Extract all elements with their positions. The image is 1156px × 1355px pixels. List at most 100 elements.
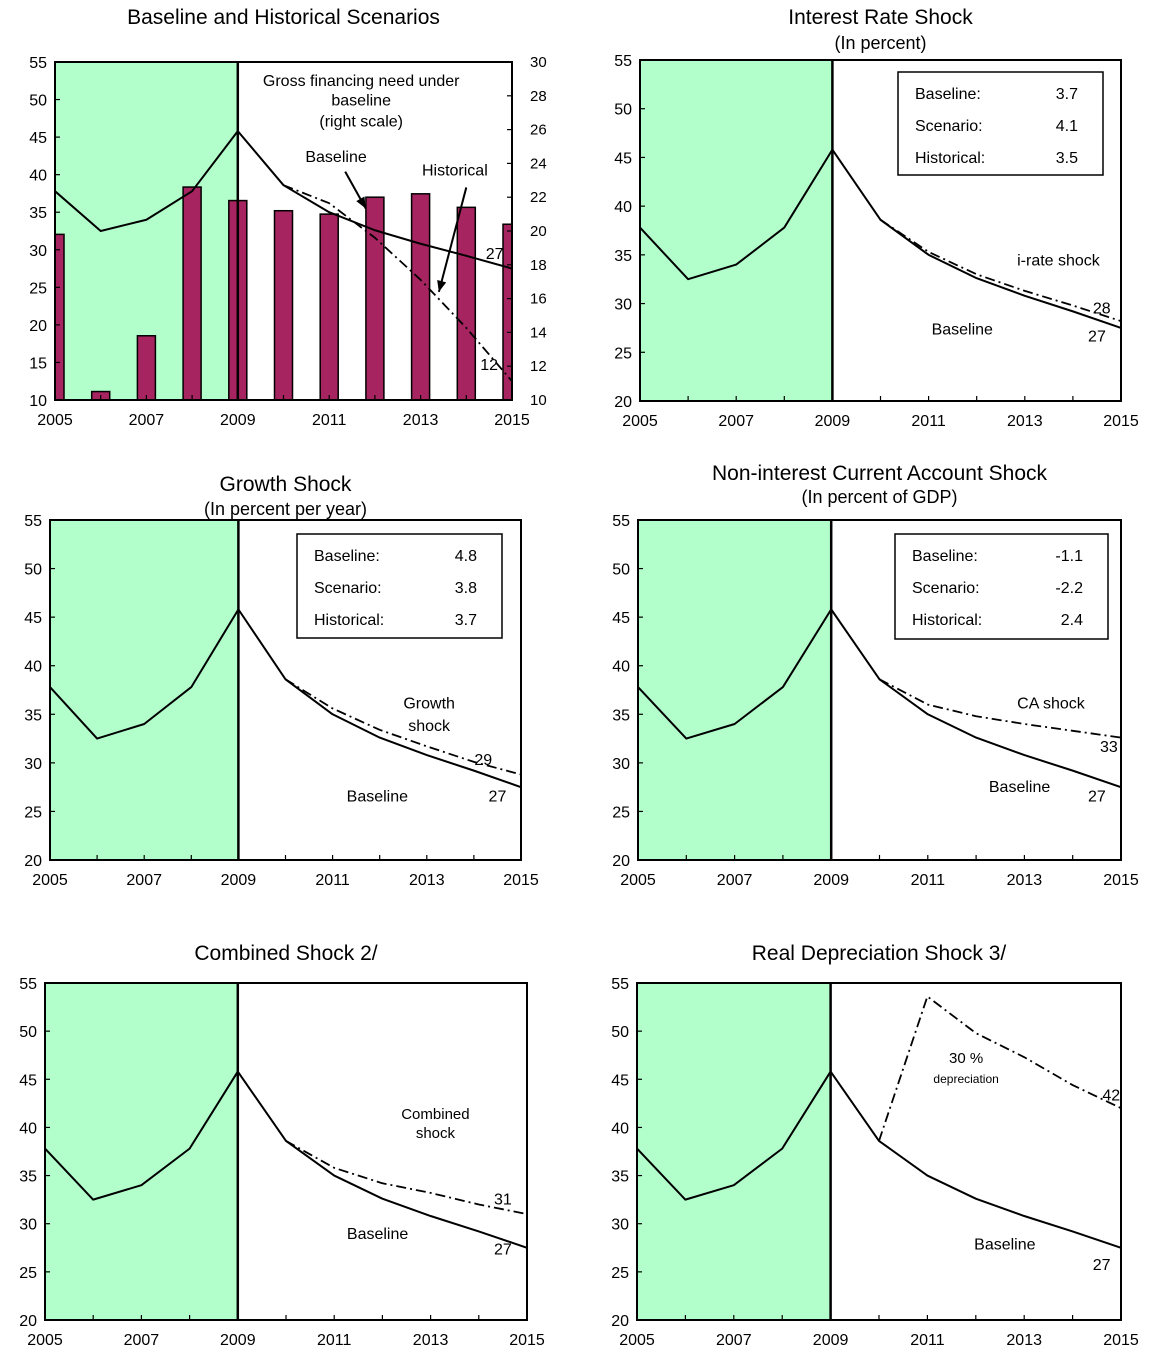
y2-tick-label: 18: [530, 257, 547, 274]
chart-annotation: Growth: [403, 695, 455, 712]
chart-annotation: Baseline: [305, 149, 366, 166]
y-tick-label: 30: [611, 1217, 629, 1234]
series-line-scenario: [285, 678, 522, 776]
y-tick-label: 10: [29, 393, 47, 410]
y-tick-label: 35: [611, 1169, 629, 1186]
y-tick-label: 40: [19, 1120, 37, 1137]
y2-tick-label: 28: [530, 88, 547, 105]
y-tick-label: 45: [24, 610, 42, 627]
x-tick-label: 2007: [124, 1332, 160, 1349]
x-tick-label: 2013: [403, 412, 439, 429]
y-tick-label: 25: [29, 280, 47, 297]
y-tick-label: 55: [612, 513, 630, 530]
x-tick-label: 2013: [1006, 1332, 1042, 1349]
x-tick-label: 2015: [1103, 413, 1139, 430]
y-tick-label: 35: [614, 248, 632, 265]
assumption-label: Historical:: [314, 612, 384, 629]
y-tick-label: 20: [612, 853, 630, 870]
chart-annotation: i-rate shock: [1017, 253, 1101, 270]
financing-need-bar-2008: [182, 186, 202, 401]
x-tick-label: 2007: [126, 872, 162, 889]
y-tick-label: 45: [612, 610, 630, 627]
assumption-value: 3.8: [455, 580, 477, 597]
y2-tick-label: 14: [530, 324, 547, 341]
chart-annotation: 27: [486, 246, 504, 263]
x-tick-label: 2007: [716, 1332, 752, 1349]
x-tick-label: 2013: [1007, 872, 1043, 889]
x-tick-label: 2009: [221, 872, 257, 889]
chart-annotation: 27: [1093, 1257, 1111, 1274]
assumption-value: -1.1: [1055, 548, 1083, 565]
assumption-label: Scenario:: [915, 118, 983, 135]
y-tick-label: 25: [611, 1265, 629, 1282]
chart-title: Combined Shock 2/: [194, 942, 377, 965]
assumption-value: 2.4: [1061, 612, 1083, 629]
chart-annotation: Baseline: [347, 1226, 408, 1243]
chart-annotation: CA shock: [1017, 695, 1086, 712]
assumption-label: Scenario:: [912, 580, 980, 597]
x-tick-label: 2011: [317, 1332, 352, 1349]
series-line-scenario: [879, 219, 1122, 322]
y-tick-label: 50: [612, 562, 630, 579]
chart-subtitle: (In percent per year): [204, 499, 367, 519]
y-tick-label: 35: [29, 205, 47, 222]
chart-annotation: shock: [416, 1125, 456, 1142]
x-tick-label: 2015: [494, 412, 530, 429]
x-tick-label: 2005: [622, 413, 658, 430]
historical-period-shade: [640, 60, 833, 401]
financing-need-bar-2013: [410, 193, 431, 401]
y-tick-label: 35: [19, 1169, 37, 1186]
y-tick-label: 50: [29, 93, 47, 110]
x-tick-label: 2013: [409, 872, 445, 889]
x-tick-label: 2009: [813, 1332, 849, 1349]
y-tick-label: 40: [614, 199, 632, 216]
y-tick-label: 40: [24, 659, 42, 676]
x-tick-label: 2013: [1007, 413, 1043, 430]
chart-annotation: 12: [480, 357, 498, 374]
financing-need-bar-2010: [273, 209, 294, 401]
chart-title: Real Depreciation Shock 3/: [752, 942, 1007, 965]
x-tick-label: 2011: [911, 872, 946, 889]
y-tick-label: 55: [29, 55, 47, 72]
y-tick-label: 40: [29, 168, 47, 185]
x-tick-label: 2005: [619, 1332, 655, 1349]
y2-tick-label: 10: [530, 392, 547, 409]
y-tick-label: 45: [611, 1072, 629, 1089]
y2-tick-label: 12: [530, 358, 547, 375]
arrow-head-icon: [356, 196, 366, 209]
y2-tick-label: 16: [530, 291, 547, 308]
assumption-value: -2.2: [1055, 580, 1083, 597]
chart-annotation: depreciation: [933, 1072, 998, 1086]
chart-annotation: 29: [474, 752, 492, 769]
y-tick-label: 40: [611, 1120, 629, 1137]
chart-annotation: 27: [494, 1242, 512, 1259]
chart-annotation: (right scale): [319, 114, 403, 131]
assumption-label: Scenario:: [314, 580, 382, 597]
y-tick-label: 55: [24, 513, 42, 530]
chart-annotation: Combined: [401, 1106, 469, 1123]
y-tick-label: 20: [24, 853, 42, 870]
chart-annotation: 33: [1100, 739, 1118, 756]
x-tick-label: 2015: [503, 872, 539, 889]
y-tick-label: 45: [614, 150, 632, 167]
x-tick-label: 2011: [315, 872, 350, 889]
x-tick-label: 2011: [312, 412, 347, 429]
chart-title: Interest Rate Shock: [788, 6, 973, 29]
chart-annotation: Gross financing need under: [263, 73, 460, 90]
y-tick-label: 15: [29, 355, 47, 372]
historical-period-shade: [50, 520, 239, 860]
y-tick-label: 45: [29, 130, 47, 147]
growth-assumptions-box: [296, 533, 503, 639]
chart-subtitle: (In percent of GDP): [801, 487, 957, 507]
y-tick-label: 50: [611, 1024, 629, 1041]
y-tick-label: 20: [29, 318, 47, 335]
y-tick-label: 55: [611, 976, 629, 993]
series-line-scenario: [878, 995, 1122, 1142]
x-tick-label: 2007: [129, 412, 165, 429]
series-line-scenario: [285, 1140, 528, 1215]
assumption-value: 3.5: [1056, 150, 1078, 167]
y-tick-label: 20: [611, 1313, 629, 1330]
historical-period-shade: [637, 983, 831, 1320]
chart-annotation: 27: [1088, 329, 1106, 346]
